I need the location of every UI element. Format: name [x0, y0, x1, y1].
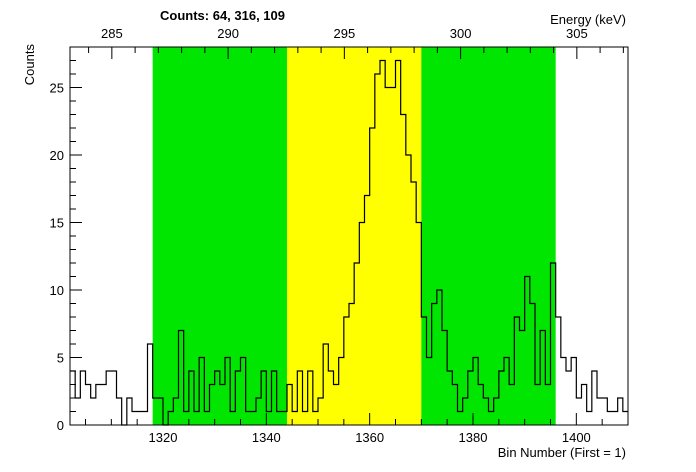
top-tick-label: 290 — [217, 26, 239, 41]
top-tick-label: 300 — [450, 26, 472, 41]
top-tick-label: 285 — [101, 26, 123, 41]
highlight-regions — [152, 47, 556, 425]
x-tick-label: 1320 — [149, 430, 178, 445]
histogram-line — [70, 59, 628, 426]
chart-title: Counts: 64, 316, 109 — [160, 8, 285, 23]
region-0 — [152, 47, 287, 425]
y-axis-label: Counts — [22, 44, 37, 86]
x-axis-label: Bin Number (First = 1) — [498, 445, 626, 460]
top-axis-label: Energy (keV) — [550, 12, 626, 27]
y-tick-label: 5 — [57, 351, 64, 366]
y-tick-label: 0 — [57, 418, 64, 433]
y-tick-label: 20 — [50, 148, 64, 163]
x-tick-label: 1400 — [562, 430, 591, 445]
top-tick-label: 305 — [566, 26, 588, 41]
x-tick-label: 1340 — [252, 430, 281, 445]
x-tick-label: 1380 — [459, 430, 488, 445]
x-tick-label: 1360 — [355, 430, 384, 445]
top-tick-label: 295 — [333, 26, 355, 41]
axes: 1320 1340 1360 1380 1400 0 5 10 15 20 25 285 290 295 3… — [50, 26, 629, 445]
y-tick-label: 15 — [50, 216, 64, 231]
region-1 — [287, 47, 422, 425]
region-2 — [421, 47, 556, 425]
y-tick-label: 10 — [50, 283, 64, 298]
y-tick-label: 25 — [50, 81, 64, 96]
